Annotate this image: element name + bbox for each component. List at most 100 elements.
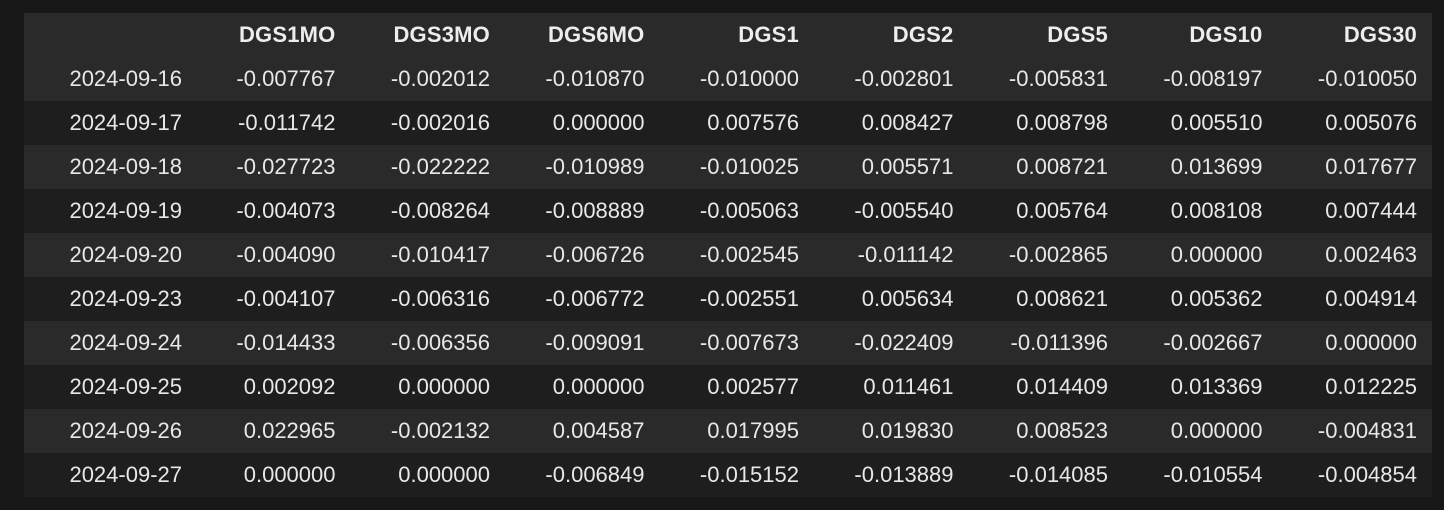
- table-cell: -0.006772: [545, 286, 645, 311]
- table-cell: -0.014433: [236, 330, 336, 355]
- table-cell: -0.006356: [390, 330, 490, 355]
- table-cell: 0.002577: [707, 374, 799, 399]
- column-header-dgs1: DGS1: [738, 22, 799, 47]
- row-index-cell: 2024-09-18: [69, 154, 182, 179]
- table-cell: -0.002551: [699, 286, 799, 311]
- table-cell: -0.004107: [236, 286, 336, 311]
- table-cell: 0.005764: [1016, 198, 1108, 223]
- table-cell: 0.005634: [861, 286, 954, 311]
- table-row: 2024-09-18 -0.027723 -0.022222 -0.010989 -0.…: [24, 145, 1432, 189]
- table-cell: -0.009091: [545, 330, 645, 355]
- table-cell: -0.010025: [699, 154, 799, 179]
- table-cell: -0.002865: [1008, 242, 1108, 267]
- table-cell: 0.005510: [1170, 110, 1263, 135]
- table-cell: 0.000000: [552, 110, 645, 135]
- table-cell: -0.008264: [390, 198, 490, 223]
- table-cell: -0.005540: [854, 198, 954, 223]
- table-header: DGS1MO DGS3MO DGS6MO DGS1 DGS2 DGS5 DGS1…: [24, 13, 1432, 57]
- table-cell: 0.005362: [1170, 286, 1263, 311]
- table-cell: -0.007767: [236, 66, 336, 91]
- row-index-cell: 2024-09-20: [69, 242, 182, 267]
- table-cell: 0.000000: [1325, 330, 1417, 355]
- row-index-cell: 2024-09-23: [69, 286, 182, 311]
- row-index-cell: 2024-09-16: [69, 66, 182, 91]
- table-cell: -0.002545: [699, 242, 799, 267]
- table-cell: 0.013699: [1170, 154, 1263, 179]
- column-header-dgs3mo: DGS3MO: [393, 22, 490, 47]
- table-cell: -0.002132: [390, 418, 490, 443]
- table-cell: -0.010989: [545, 154, 645, 179]
- table-cell: 0.008108: [1170, 198, 1263, 223]
- table-cell: -0.002012: [390, 66, 490, 91]
- table-cell: -0.006849: [545, 462, 645, 487]
- table-cell: -0.010000: [699, 66, 799, 91]
- row-index-cell: 2024-09-26: [69, 418, 182, 443]
- table-cell: 0.007444: [1325, 198, 1417, 223]
- table-cell: -0.005831: [1008, 66, 1108, 91]
- table-cell: 0.008621: [1016, 286, 1108, 311]
- table-row: 2024-09-17 -0.011742 -0.002016 0.000000 0.00…: [24, 101, 1432, 145]
- table-cell: -0.002801: [854, 66, 954, 91]
- table-cell: 0.008427: [861, 110, 954, 135]
- table-cell: -0.013889: [854, 462, 954, 487]
- row-index-cell: 2024-09-24: [69, 330, 182, 355]
- row-index-cell: 2024-09-25: [69, 374, 182, 399]
- table-cell: 0.004587: [552, 418, 645, 443]
- table-cell: -0.014085: [1008, 462, 1108, 487]
- table-cell: 0.005076: [1325, 110, 1417, 135]
- table-cell: -0.007673: [699, 330, 799, 355]
- row-index-cell: 2024-09-27: [69, 462, 182, 487]
- table-cell: 0.022965: [243, 418, 336, 443]
- table-cell: 0.000000: [243, 462, 336, 487]
- column-header-dgs2: DGS2: [892, 22, 954, 47]
- table-cell: 0.011461: [863, 374, 954, 399]
- table-cell: 0.007576: [707, 110, 799, 135]
- column-header-index: [24, 13, 196, 57]
- table-cell: -0.008197: [1163, 66, 1263, 91]
- table-row: 2024-09-27 0.000000 0.000000 -0.006849 -0.01…: [24, 453, 1432, 497]
- table-cell: -0.010554: [1163, 462, 1263, 487]
- table-cell: -0.027723: [236, 154, 336, 179]
- table-cell: 0.013369: [1170, 374, 1263, 399]
- table-cell: -0.004854: [1317, 462, 1417, 487]
- table-cell: 0.008798: [1016, 110, 1108, 135]
- table-row: 2024-09-24 -0.014433 -0.006356 -0.009091 -0.…: [24, 321, 1432, 365]
- table-cell: -0.022222: [390, 154, 490, 179]
- column-header-dgs5: DGS5: [1047, 22, 1108, 47]
- table-cell: 0.002092: [243, 374, 336, 399]
- table-row: 2024-09-23 -0.004107 -0.006316 -0.006772 -0.…: [24, 277, 1432, 321]
- table-cell: -0.011742: [238, 110, 336, 135]
- table-row: 2024-09-25 0.002092 0.000000 0.000000 0.0025…: [24, 365, 1432, 409]
- dataframe-output: DGS1MO DGS3MO DGS6MO DGS1 DGS2 DGS5 DGS1…: [24, 13, 1432, 497]
- table-cell: -0.004831: [1317, 418, 1417, 443]
- table-cell: -0.010417: [390, 242, 490, 267]
- table-cell: 0.000000: [1170, 242, 1263, 267]
- table-cell: -0.010050: [1317, 66, 1417, 91]
- table-cell: 0.008721: [1016, 154, 1108, 179]
- row-index-cell: 2024-09-17: [69, 110, 182, 135]
- table-cell: -0.006316: [390, 286, 490, 311]
- dataframe-table: DGS1MO DGS3MO DGS6MO DGS1 DGS2 DGS5 DGS1…: [24, 13, 1432, 497]
- table-cell: 0.000000: [552, 374, 645, 399]
- table-row: 2024-09-16 -0.007767 -0.002012 -0.010870 -0.…: [24, 57, 1432, 101]
- table-cell: -0.005063: [699, 198, 799, 223]
- table-body: 2024-09-16 -0.007767 -0.002012 -0.010870 -0.…: [24, 57, 1432, 497]
- table-cell: -0.015152: [699, 462, 799, 487]
- column-header-dgs6mo: DGS6MO: [547, 22, 645, 47]
- table-row: 2024-09-20 -0.004090 -0.010417 -0.006726 -0.…: [24, 233, 1432, 277]
- table-cell: -0.002016: [390, 110, 490, 135]
- table-cell: 0.002463: [1325, 242, 1417, 267]
- table-cell: 0.000000: [1170, 418, 1263, 443]
- table-row: 2024-09-19 -0.004073 -0.008264 -0.008889 -0.…: [24, 189, 1432, 233]
- table-cell: 0.005571: [861, 154, 954, 179]
- table-cell: -0.004073: [236, 198, 336, 223]
- table-cell: 0.004914: [1325, 286, 1417, 311]
- header-row: DGS1MO DGS3MO DGS6MO DGS1 DGS2 DGS5 DGS1…: [24, 13, 1432, 57]
- table-cell: -0.008889: [545, 198, 645, 223]
- table-cell: 0.019830: [861, 418, 954, 443]
- table-cell: -0.010870: [545, 66, 645, 91]
- table-cell: -0.006726: [545, 242, 645, 267]
- table-cell: 0.008523: [1016, 418, 1108, 443]
- table-cell: 0.000000: [398, 374, 490, 399]
- table-cell: 0.017995: [707, 418, 799, 443]
